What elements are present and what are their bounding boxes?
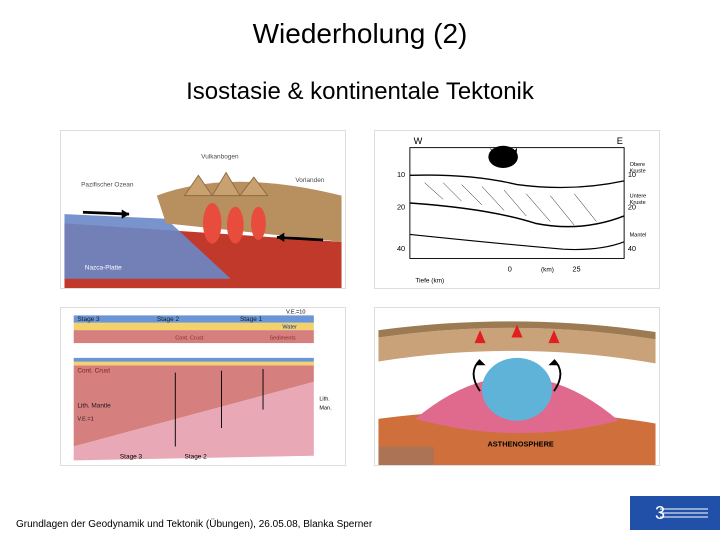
svg-text:Mantel: Mantel <box>630 232 647 238</box>
svg-text:Stage 3: Stage 3 <box>77 316 100 323</box>
subduction-svg: Pazifischer Ozean Vulkanbogen Vorlanden … <box>61 131 345 288</box>
svg-text:Kruste: Kruste <box>630 169 646 175</box>
svg-text:E: E <box>617 136 623 146</box>
svg-text:V.E.=10: V.E.=10 <box>286 310 305 316</box>
svg-text:40: 40 <box>397 244 405 253</box>
page-number: 3 <box>655 503 665 524</box>
svg-text:25: 25 <box>572 264 580 273</box>
page-number-badge: 3 <box>630 496 720 530</box>
svg-text:Vulkanbogen: Vulkanbogen <box>201 154 239 161</box>
svg-text:Stage 3: Stage 3 <box>120 454 143 461</box>
svg-text:Obere: Obere <box>630 162 645 168</box>
svg-text:V.E.=1: V.E.=1 <box>77 417 93 423</box>
figure-seismic-profile: W E <box>374 130 660 289</box>
svg-text:Sediments: Sediments <box>269 335 295 341</box>
svg-text:Cont. Crust: Cont. Crust <box>175 335 203 341</box>
svg-text:Pazifischer Ozean: Pazifischer Ozean <box>81 181 134 188</box>
slide-title: Wiederholung (2) <box>0 0 720 50</box>
svg-text:Lith. Mantle: Lith. Mantle <box>77 403 111 410</box>
svg-text:Tiefe (km): Tiefe (km) <box>415 277 444 284</box>
svg-text:20: 20 <box>397 203 405 212</box>
svg-text:ASTHENOSPHERE: ASTHENOSPHERE <box>487 440 553 449</box>
svg-text:Vorlanden: Vorlanden <box>295 177 324 184</box>
slide: Wiederholung (2) Isostasie & kontinental… <box>0 0 720 540</box>
figure-rift-stages: Stage 3 Stage 2 Stage 1 Water Sediments … <box>60 307 346 466</box>
svg-text:Lith.: Lith. <box>319 396 330 402</box>
footer-text: Grundlagen der Geodynamik und Tektonik (… <box>16 519 372 530</box>
slide-footer: Grundlagen der Geodynamik und Tektonik (… <box>0 496 720 530</box>
svg-text:0: 0 <box>508 264 512 273</box>
svg-text:Stage 1: Stage 1 <box>240 316 263 323</box>
seismic-svg: W E <box>375 131 659 288</box>
rift-svg: Stage 3 Stage 2 Stage 1 Water Sediments … <box>61 308 345 465</box>
svg-text:Stage 2: Stage 2 <box>157 316 180 323</box>
figure-plume: ASTHENOSPHERE <box>374 307 660 466</box>
svg-text:(km): (km) <box>541 266 554 273</box>
svg-text:W: W <box>414 136 423 146</box>
plume-svg: ASTHENOSPHERE <box>375 308 659 465</box>
svg-text:40: 40 <box>628 244 636 253</box>
figure-grid: Pazifischer Ozean Vulkanbogen Vorlanden … <box>0 106 720 466</box>
figure-subduction: Pazifischer Ozean Vulkanbogen Vorlanden … <box>60 130 346 289</box>
svg-text:Untere: Untere <box>630 193 647 199</box>
svg-text:Nazca-Platte: Nazca-Platte <box>85 265 122 272</box>
svg-text:Stage 2: Stage 2 <box>185 454 208 461</box>
slide-subtitle: Isostasie & kontinentale Tektonik <box>0 50 720 106</box>
svg-text:Man.: Man. <box>319 406 332 412</box>
svg-text:Water: Water <box>282 324 297 330</box>
svg-text:10: 10 <box>397 170 405 179</box>
svg-text:Cont. Crust: Cont. Crust <box>77 368 110 375</box>
svg-text:Kruste: Kruste <box>630 200 646 206</box>
